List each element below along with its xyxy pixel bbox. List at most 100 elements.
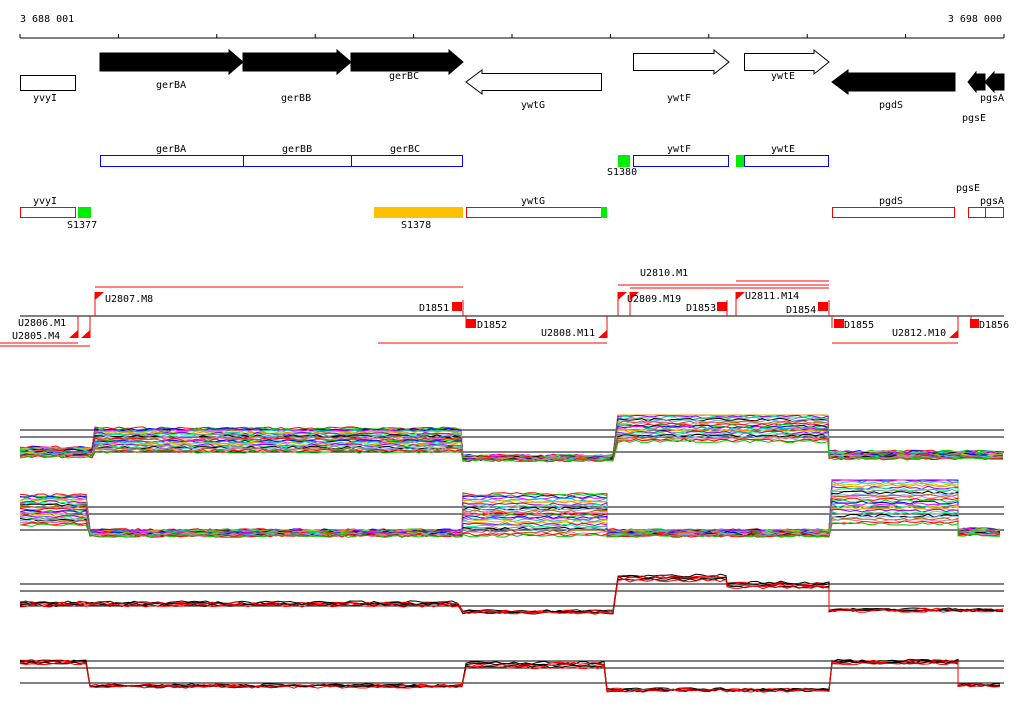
promoter-flag-icon[interactable] <box>630 292 639 300</box>
site-marker <box>601 207 607 218</box>
terminator-icon[interactable] <box>834 319 844 328</box>
gene-gerBB[interactable] <box>242 48 352 76</box>
expression-profile <box>19 660 1001 693</box>
promoter-flag-icon[interactable] <box>69 330 78 338</box>
transcript-label[interactable]: U2808.M11 <box>541 328 595 339</box>
gene-label: ywtE <box>771 71 795 82</box>
gene-ywtE[interactable] <box>744 48 830 76</box>
site-marker <box>736 155 744 167</box>
gene-track: yvyI gerBA gerBB gerBC ywtG ywtF ywtE pg… <box>20 48 1005 124</box>
expression-profile <box>19 575 1004 614</box>
site-S1378-marker[interactable] <box>374 207 463 218</box>
terminator-icon[interactable] <box>818 302 828 311</box>
axis-end-label: 3 698 000 <box>948 14 1002 25</box>
gene-ywtF[interactable] <box>633 48 730 76</box>
transcript-label[interactable]: U2809.M19 <box>627 294 681 305</box>
site-label: S1378 <box>401 220 431 231</box>
gene-ywtG[interactable] <box>465 69 602 95</box>
operon-label: pgsA <box>980 196 1004 207</box>
operon-pgdS[interactable] <box>832 207 955 218</box>
operon-label: pgsE <box>956 183 980 194</box>
operon-label: gerBC <box>390 144 420 155</box>
operon-pgsE[interactable] <box>968 207 986 218</box>
transcript-label[interactable]: D1852 <box>477 320 507 331</box>
terminator-icon[interactable] <box>970 319 979 328</box>
transcript-label[interactable]: U2805.M4 <box>12 331 60 342</box>
site-label: S1380 <box>607 167 637 178</box>
transcript-label[interactable]: D1856 <box>979 320 1009 331</box>
expression-profile <box>19 658 1001 692</box>
axis-ticks <box>19 34 1005 38</box>
expression-profile <box>19 438 1004 463</box>
promoter-flag-icon[interactable] <box>598 330 607 338</box>
transcript-label[interactable]: D1853 <box>686 303 716 314</box>
gene-label: pgdS <box>879 100 903 111</box>
operon-gerBC[interactable] <box>351 155 463 167</box>
promoter-flag-icon[interactable] <box>949 330 958 338</box>
gene-label: ywtF <box>667 93 691 104</box>
expression-profile <box>19 661 1001 693</box>
expression-profile <box>19 439 1004 463</box>
expression-profile <box>19 576 1004 615</box>
gene-pgsA[interactable] <box>984 70 1005 94</box>
gene-pgdS[interactable] <box>831 69 956 95</box>
gene-label: gerBA <box>156 80 186 91</box>
gene-pgsE[interactable] <box>967 70 986 94</box>
transcript-label[interactable]: U2811.M14 <box>745 291 799 302</box>
expression-track <box>19 414 1004 463</box>
expression-profile <box>20 574 1004 614</box>
expression-profile <box>19 502 1001 536</box>
expression-profile <box>19 512 1001 537</box>
promoter-flag-icon[interactable] <box>736 292 745 300</box>
transcript-track: U2807.M8 U2805.M4 U2806.M1 D1851 D1852 U… <box>0 268 1009 347</box>
operon-label: ywtG <box>521 196 545 207</box>
promoter-flag-icon[interactable] <box>618 292 627 300</box>
terminator-icon[interactable] <box>452 302 462 311</box>
gene-gerBA[interactable] <box>99 48 244 76</box>
promoter-flag-icon[interactable] <box>95 292 104 300</box>
operon-gerBB[interactable] <box>243 155 352 167</box>
transcript-label[interactable]: D1854 <box>786 305 816 316</box>
expression-profile <box>19 660 1001 693</box>
operon-label: ywtF <box>667 144 691 155</box>
gene-label: gerBC <box>389 71 419 82</box>
transcript-label[interactable]: D1855 <box>844 320 874 331</box>
transcript-label[interactable]: U2812.M10 <box>892 328 946 339</box>
terminator-icon[interactable] <box>466 319 476 328</box>
transcript-label[interactable]: D1851 <box>419 303 449 314</box>
gene-label: gerBB <box>281 93 311 104</box>
transcript-label[interactable]: U2810.M1 <box>640 268 688 279</box>
gene-label: pgsA <box>980 93 1004 104</box>
expression-profile <box>19 488 1001 534</box>
expression-track <box>19 573 1004 615</box>
terminator-icon[interactable] <box>717 302 727 311</box>
gene-yvyI[interactable] <box>20 75 76 91</box>
transcript-label[interactable]: U2806.M1 <box>18 318 66 329</box>
expression-profile <box>19 505 1001 536</box>
expression-track <box>19 658 1004 693</box>
operon-label: pgdS <box>879 196 903 207</box>
operon-ywtF[interactable] <box>633 155 729 167</box>
site-S1380-marker[interactable] <box>618 155 630 167</box>
expression-profile <box>19 578 1004 615</box>
gene-label: pgsE <box>962 113 986 124</box>
operon-ywtE[interactable] <box>744 155 829 167</box>
coordinate-axis: 3 688 001 3 698 000 <box>19 14 1005 39</box>
gene-label: yvyI <box>33 93 57 104</box>
axis-start-label: 3 688 001 <box>20 14 74 25</box>
operon-gerBA[interactable] <box>100 155 244 167</box>
expression-profile <box>19 521 1000 538</box>
operon-label: yvyI <box>33 196 57 207</box>
operon-pgsA[interactable] <box>985 207 1004 218</box>
operon-track-red: yvyI ywtG pgdS pgsE pgsA S1377 S1378 <box>20 183 1004 231</box>
gene-gerBC[interactable] <box>350 48 464 76</box>
promoter-flag-icon[interactable] <box>81 330 90 338</box>
site-S1377-marker[interactable] <box>78 207 91 218</box>
operon-yvyI[interactable] <box>20 207 76 218</box>
expression-track <box>19 479 1004 538</box>
expression-tracks <box>19 414 1004 693</box>
transcript-label[interactable]: U2807.M8 <box>105 294 153 305</box>
operon-ywtG[interactable] <box>466 207 607 218</box>
gene-label: ywtG <box>521 100 545 111</box>
